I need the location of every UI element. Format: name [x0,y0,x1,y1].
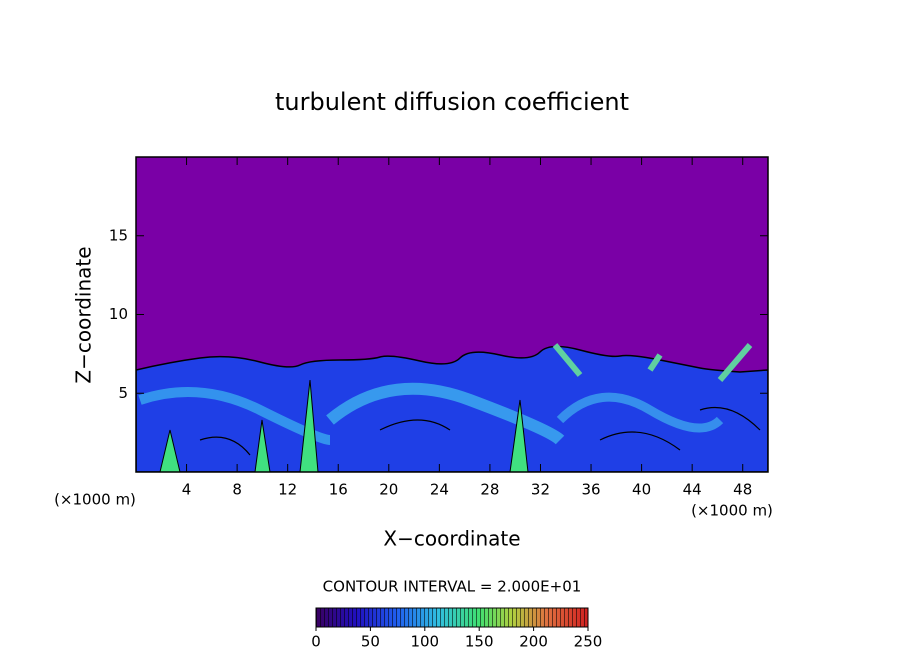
y-tick-label: 15 [109,226,128,244]
x-unit: (×1000 m) [691,502,773,520]
colorbar-stripes [316,608,588,627]
x-tick-label: 20 [379,481,398,499]
y-unit: (×1000 m) [54,491,136,509]
x-tick-label: 48 [733,481,752,499]
x-tick-label: 28 [480,481,499,499]
colorbar-tick-label: 100 [410,633,439,651]
x-tick-label: 36 [581,481,600,499]
x-axis-label: X−coordinate [383,527,520,551]
y-tick-label: 5 [118,384,128,402]
contour-interval: CONTOUR INTERVAL = 2.000E+01 [323,578,582,596]
x-tick-label: 8 [232,481,242,499]
y-axis-label: Z−coordinate [72,246,96,383]
colorbar-tick-label: 50 [361,633,380,651]
contour-field [136,157,768,472]
x-tick-label: 32 [531,481,550,499]
colorbar-tick-label: 200 [519,633,548,651]
colorbar-tick-label: 250 [574,633,603,651]
colorbar-tick-label: 0 [311,633,321,651]
y-tick-label: 10 [109,305,128,323]
x-tick-label: 4 [182,481,192,499]
chart-title: turbulent diffusion coefficient [275,88,629,116]
x-tick-label: 12 [278,481,297,499]
x-tick-label: 44 [683,481,702,499]
x-tick-label: 16 [329,481,348,499]
x-tick-label: 24 [430,481,449,499]
colorbar-tick-label: 150 [465,633,494,651]
x-tick-label: 40 [632,481,651,499]
